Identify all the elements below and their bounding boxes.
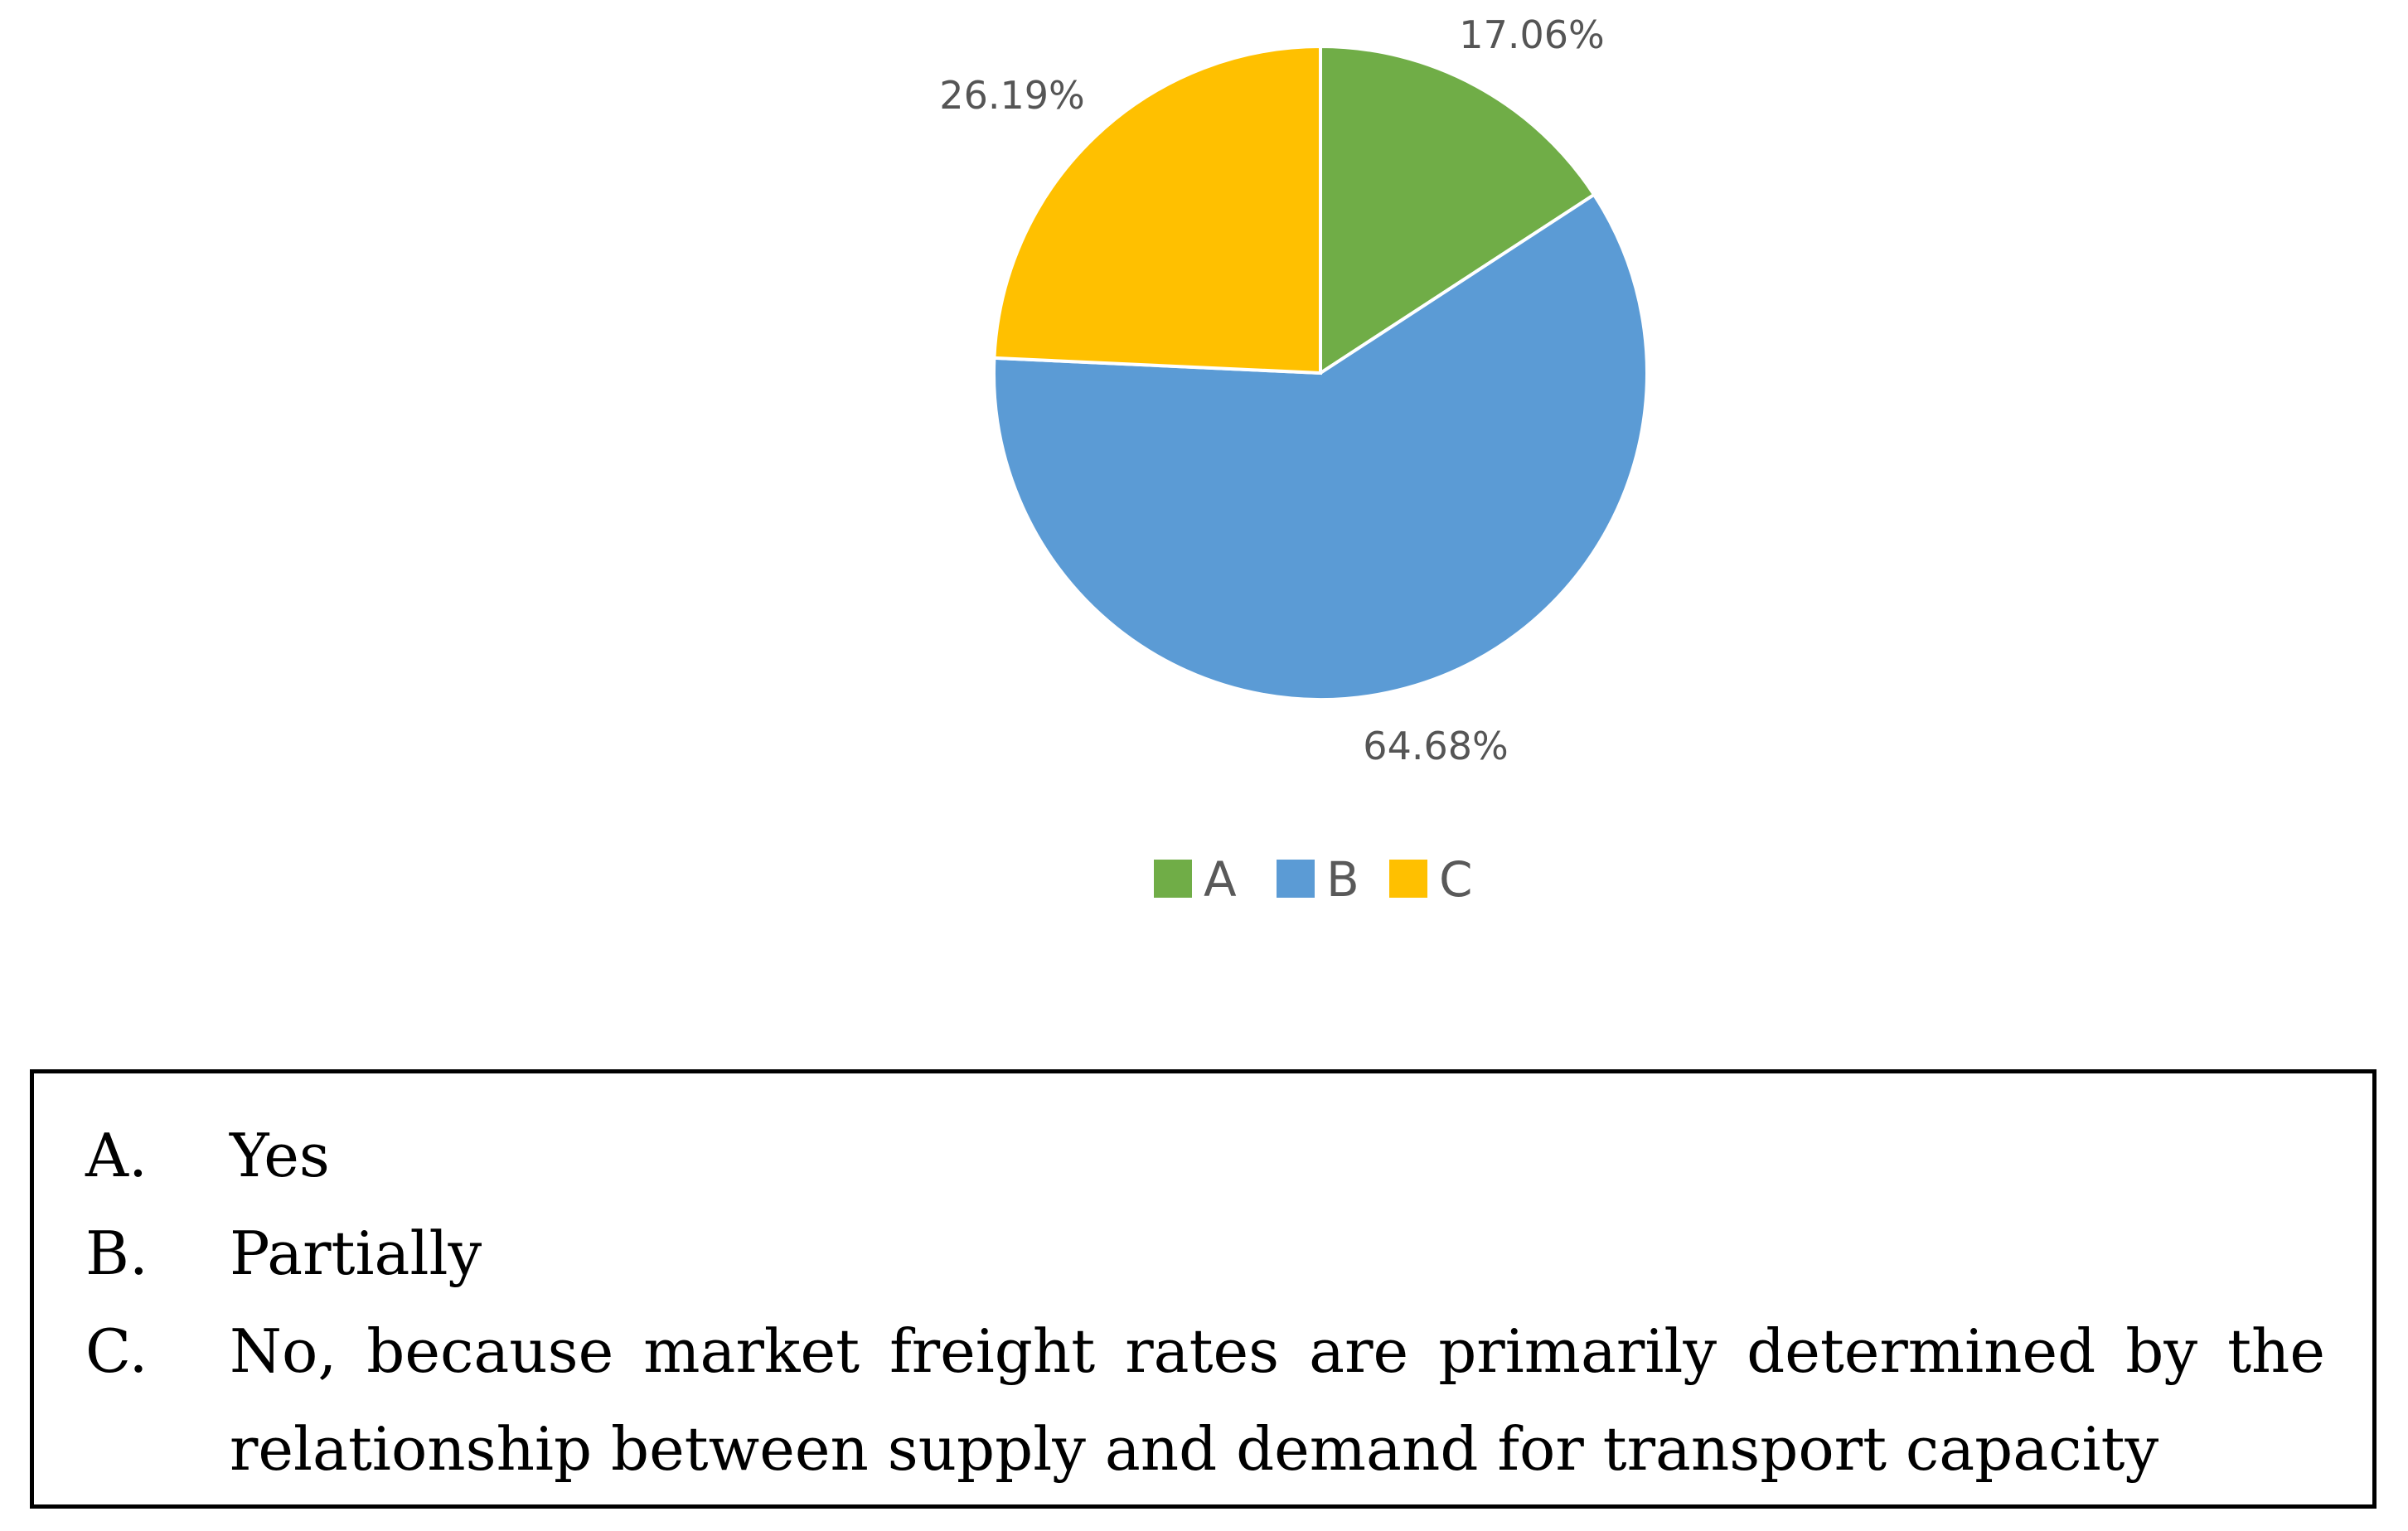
pie-slice-c <box>992 44 1322 375</box>
answer-text: No, because market freight rates are pri… <box>230 1316 2325 1484</box>
data-label-c: 26.19% <box>939 73 1084 118</box>
answer-option-a: A. Yes <box>85 1107 2325 1204</box>
legend-swatch-b <box>1277 860 1315 898</box>
answer-option-c: C. No, because market freight rates are … <box>85 1302 2325 1498</box>
answer-letter: A. <box>85 1121 148 1190</box>
chart-legend: A B C <box>1154 851 1473 908</box>
legend-label-c: C <box>1439 851 1473 908</box>
legend-label-a: A <box>1204 851 1237 908</box>
answer-text: Yes <box>230 1121 330 1190</box>
pie-slice-b <box>992 192 1649 701</box>
answer-option-b: B. Partially <box>85 1204 2325 1302</box>
answer-options-list: A. Yes B. Partially C. No, because marke… <box>85 1107 2325 1498</box>
answer-text: Partially <box>230 1219 482 1288</box>
answer-letter: B. <box>85 1219 148 1288</box>
pie-chart: 17.06% 64.68% 26.19% A B C <box>939 12 1649 908</box>
legend-swatch-a <box>1154 860 1192 898</box>
data-label-b: 64.68% <box>1363 724 1508 768</box>
pie-slice-a <box>1319 44 1596 376</box>
data-label-a: 17.06% <box>1459 12 1604 57</box>
legend-label-b: B <box>1326 851 1359 908</box>
pie-slices <box>992 44 1649 701</box>
answer-options-box: A. Yes B. Partially C. No, because marke… <box>30 1069 2377 1509</box>
legend-swatch-c <box>1389 860 1427 898</box>
answer-letter: C. <box>85 1316 148 1386</box>
pie-data-labels: 17.06% 64.68% 26.19% <box>939 12 1604 768</box>
